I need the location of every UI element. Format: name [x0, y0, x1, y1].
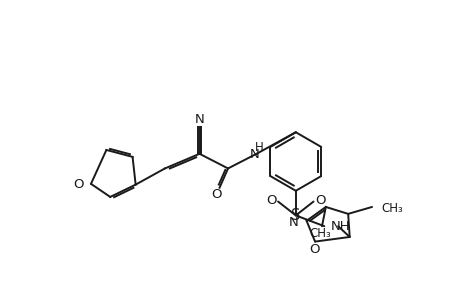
Text: NH: NH [330, 220, 349, 233]
Text: O: O [314, 194, 325, 206]
Text: O: O [73, 178, 84, 191]
Text: CH₃: CH₃ [381, 202, 402, 215]
Text: O: O [265, 194, 276, 206]
Text: N: N [249, 148, 258, 161]
Text: O: O [308, 243, 319, 256]
Text: H: H [254, 141, 263, 154]
Text: S: S [291, 208, 300, 223]
Text: N: N [289, 216, 298, 229]
Text: CH₃: CH₃ [309, 227, 330, 240]
Text: O: O [211, 188, 221, 201]
Text: N: N [194, 113, 204, 126]
